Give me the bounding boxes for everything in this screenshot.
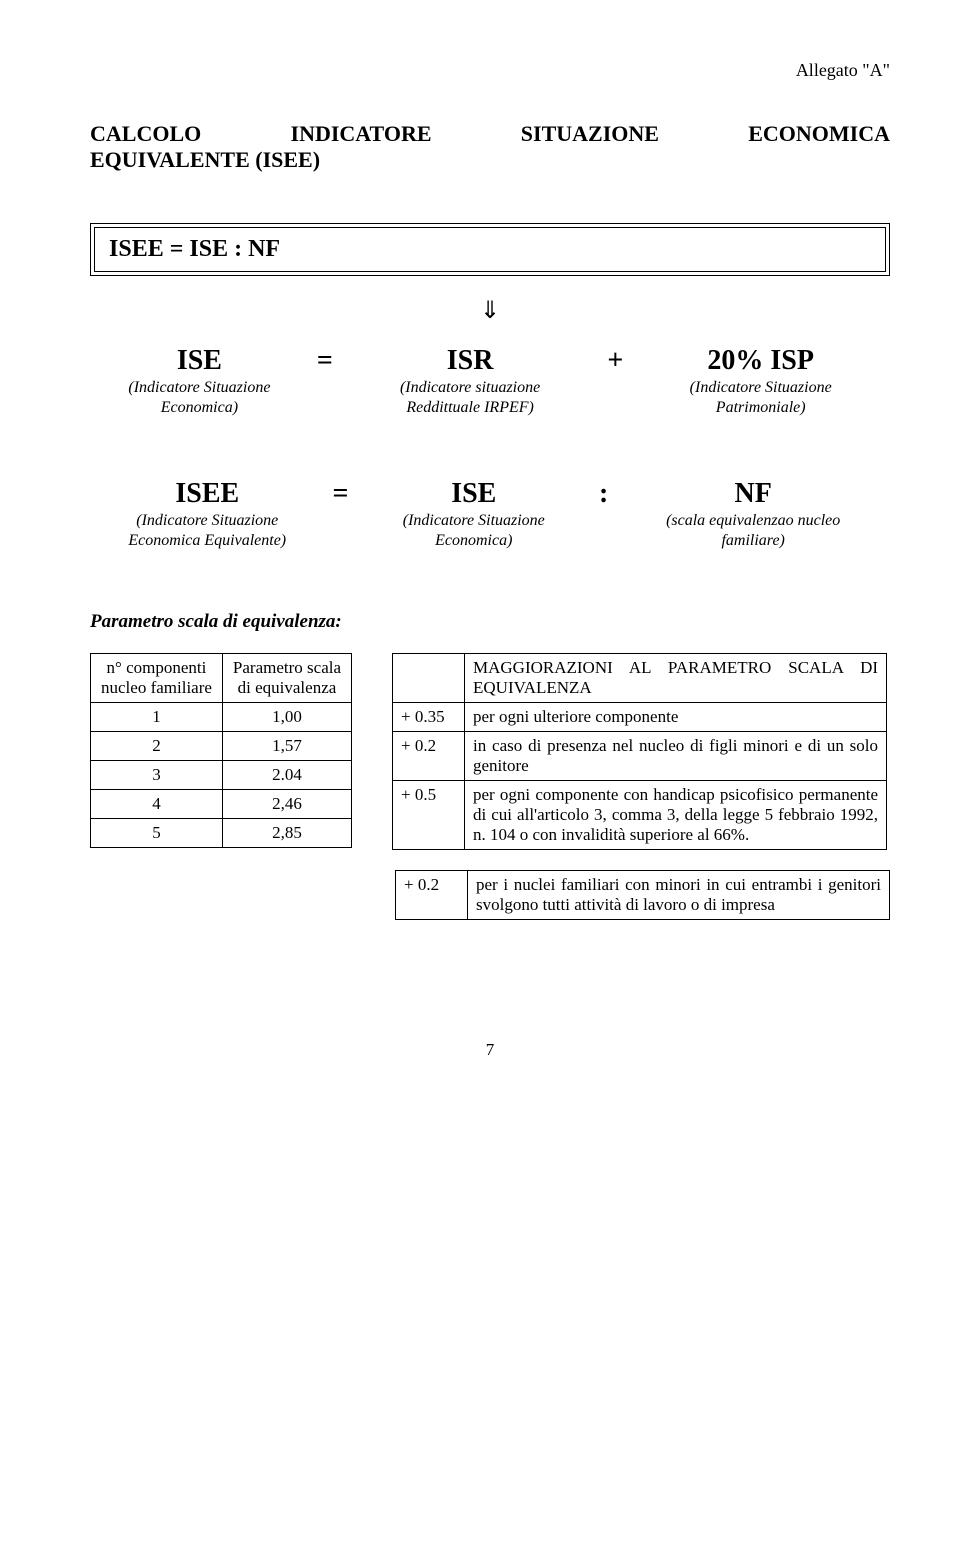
cell: + 0.5 bbox=[393, 780, 465, 849]
table-row: 11,00 bbox=[91, 702, 352, 731]
cell: 1,57 bbox=[222, 731, 351, 760]
allegato-label: Allegato "A" bbox=[90, 60, 890, 81]
cell: per i nuclei familiari con minori in cui… bbox=[468, 870, 890, 919]
eq1-c2-desc1: (Indicatore situazione bbox=[400, 379, 540, 397]
cell: 2.04 bbox=[222, 760, 351, 789]
eq1-equals: = bbox=[309, 345, 341, 418]
cell: + 0.2 bbox=[393, 731, 465, 780]
param-th1: n° componenti nucleo familiare bbox=[91, 653, 223, 702]
maggiorazioni-table-extra: + 0.2 per i nuclei familiari con minori … bbox=[395, 870, 890, 920]
eq1-c2-abbr: ISR bbox=[447, 345, 494, 377]
cell: 5 bbox=[91, 818, 223, 847]
param-table: n° componenti nucleo familiare Parametro… bbox=[90, 653, 352, 848]
table-row: MAGGIORAZIONI AL PARAMETRO SCALA DI EQUI… bbox=[393, 653, 887, 702]
param-th2: Parametro scala di equivalenza bbox=[222, 653, 351, 702]
table-row: 21,57 bbox=[91, 731, 352, 760]
cell: 3 bbox=[91, 760, 223, 789]
param-heading: Parametro scala di equivalenza: bbox=[90, 611, 890, 633]
eq1-c3-desc1: (Indicatore Situazione bbox=[690, 379, 832, 397]
eq1-c2-desc2: Reddittuale IRPEF) bbox=[406, 399, 534, 417]
magg-heading: MAGGIORAZIONI AL PARAMETRO SCALA DI EQUI… bbox=[465, 653, 887, 702]
title-word: SITUAZIONE bbox=[521, 121, 659, 147]
table-row: 52,85 bbox=[91, 818, 352, 847]
eq2-c2-desc2: Economica) bbox=[435, 532, 512, 550]
down-arrow-icon: ⇓ bbox=[90, 296, 890, 325]
formula-text: ISEE = ISE : NF bbox=[94, 227, 886, 272]
eq1-plus: + bbox=[599, 345, 631, 418]
eq1-c1-desc2: Economica) bbox=[161, 399, 238, 417]
cell: 2 bbox=[91, 731, 223, 760]
eq2-c2-desc1: (Indicatore Situazione bbox=[403, 512, 545, 530]
cell: 2,85 bbox=[222, 818, 351, 847]
eq2-c3-desc1: (scala equivalenzao nucleo bbox=[666, 512, 840, 530]
table-row: + 0.2 in caso di presenza nel nucleo di … bbox=[393, 731, 887, 780]
table-row: + 0.5 per ogni componente con handicap p… bbox=[393, 780, 887, 849]
eq2-c1-desc1: (Indicatore Situazione bbox=[136, 512, 278, 530]
cell: in caso di presenza nel nucleo di figli … bbox=[465, 731, 887, 780]
eq2-c1-abbr: ISEE bbox=[175, 478, 239, 510]
eq1-c3-desc2: Patrimoniale) bbox=[716, 399, 806, 417]
eq2-c3-desc2: familiare) bbox=[721, 532, 784, 550]
eq2-equals: = bbox=[325, 478, 357, 551]
param-th2b: di equivalenza bbox=[238, 678, 337, 697]
table-row: + 0.35 per ogni ulteriore componente bbox=[393, 702, 887, 731]
main-title: CALCOLO INDICATORE SITUAZIONE ECONOMICA … bbox=[90, 121, 890, 173]
eq2-c3-abbr: NF bbox=[735, 478, 772, 510]
table-row: 42,46 bbox=[91, 789, 352, 818]
eq1-c1-desc1: (Indicatore Situazione bbox=[128, 379, 270, 397]
title-line2: EQUIVALENTE (ISEE) bbox=[90, 147, 890, 173]
cell: per ogni componente con handicap psicofi… bbox=[465, 780, 887, 849]
eq1-c1-abbr: ISE bbox=[177, 345, 222, 377]
formula-box: ISEE = ISE : NF bbox=[90, 223, 890, 276]
cell: + 0.2 bbox=[396, 870, 468, 919]
eq2-c2-abbr: ISE bbox=[451, 478, 496, 510]
cell: + 0.35 bbox=[393, 702, 465, 731]
eq1-c3-abbr: 20% ISP bbox=[707, 345, 814, 377]
eq2-colon: : bbox=[591, 478, 616, 551]
page: Allegato "A" CALCOLO INDICATORE SITUAZIO… bbox=[0, 0, 960, 1100]
table-row: + 0.2 per i nuclei familiari con minori … bbox=[396, 870, 890, 919]
param-th2a: Parametro scala bbox=[233, 658, 341, 677]
equation-isee: ISEE (Indicatore Situazione Economica Eq… bbox=[90, 478, 890, 551]
cell: 4 bbox=[91, 789, 223, 818]
maggiorazioni-table: MAGGIORAZIONI AL PARAMETRO SCALA DI EQUI… bbox=[392, 653, 887, 850]
table-row: 32.04 bbox=[91, 760, 352, 789]
cell: 2,46 bbox=[222, 789, 351, 818]
cell: 1,00 bbox=[222, 702, 351, 731]
param-th1b: nucleo familiare bbox=[101, 678, 212, 697]
title-word: CALCOLO bbox=[90, 121, 201, 147]
page-number: 7 bbox=[90, 1040, 890, 1060]
cell: per ogni ulteriore componente bbox=[465, 702, 887, 731]
equation-ise: ISE (Indicatore Situazione Economica) = … bbox=[90, 345, 890, 418]
title-word: ECONOMICA bbox=[748, 121, 890, 147]
tables-row: n° componenti nucleo familiare Parametro… bbox=[90, 653, 890, 920]
title-word: INDICATORE bbox=[291, 121, 432, 147]
eq2-c1-desc2: Economica Equivalente) bbox=[128, 532, 286, 550]
param-th1a: n° componenti bbox=[107, 658, 207, 677]
cell: 1 bbox=[91, 702, 223, 731]
cell bbox=[393, 653, 465, 702]
